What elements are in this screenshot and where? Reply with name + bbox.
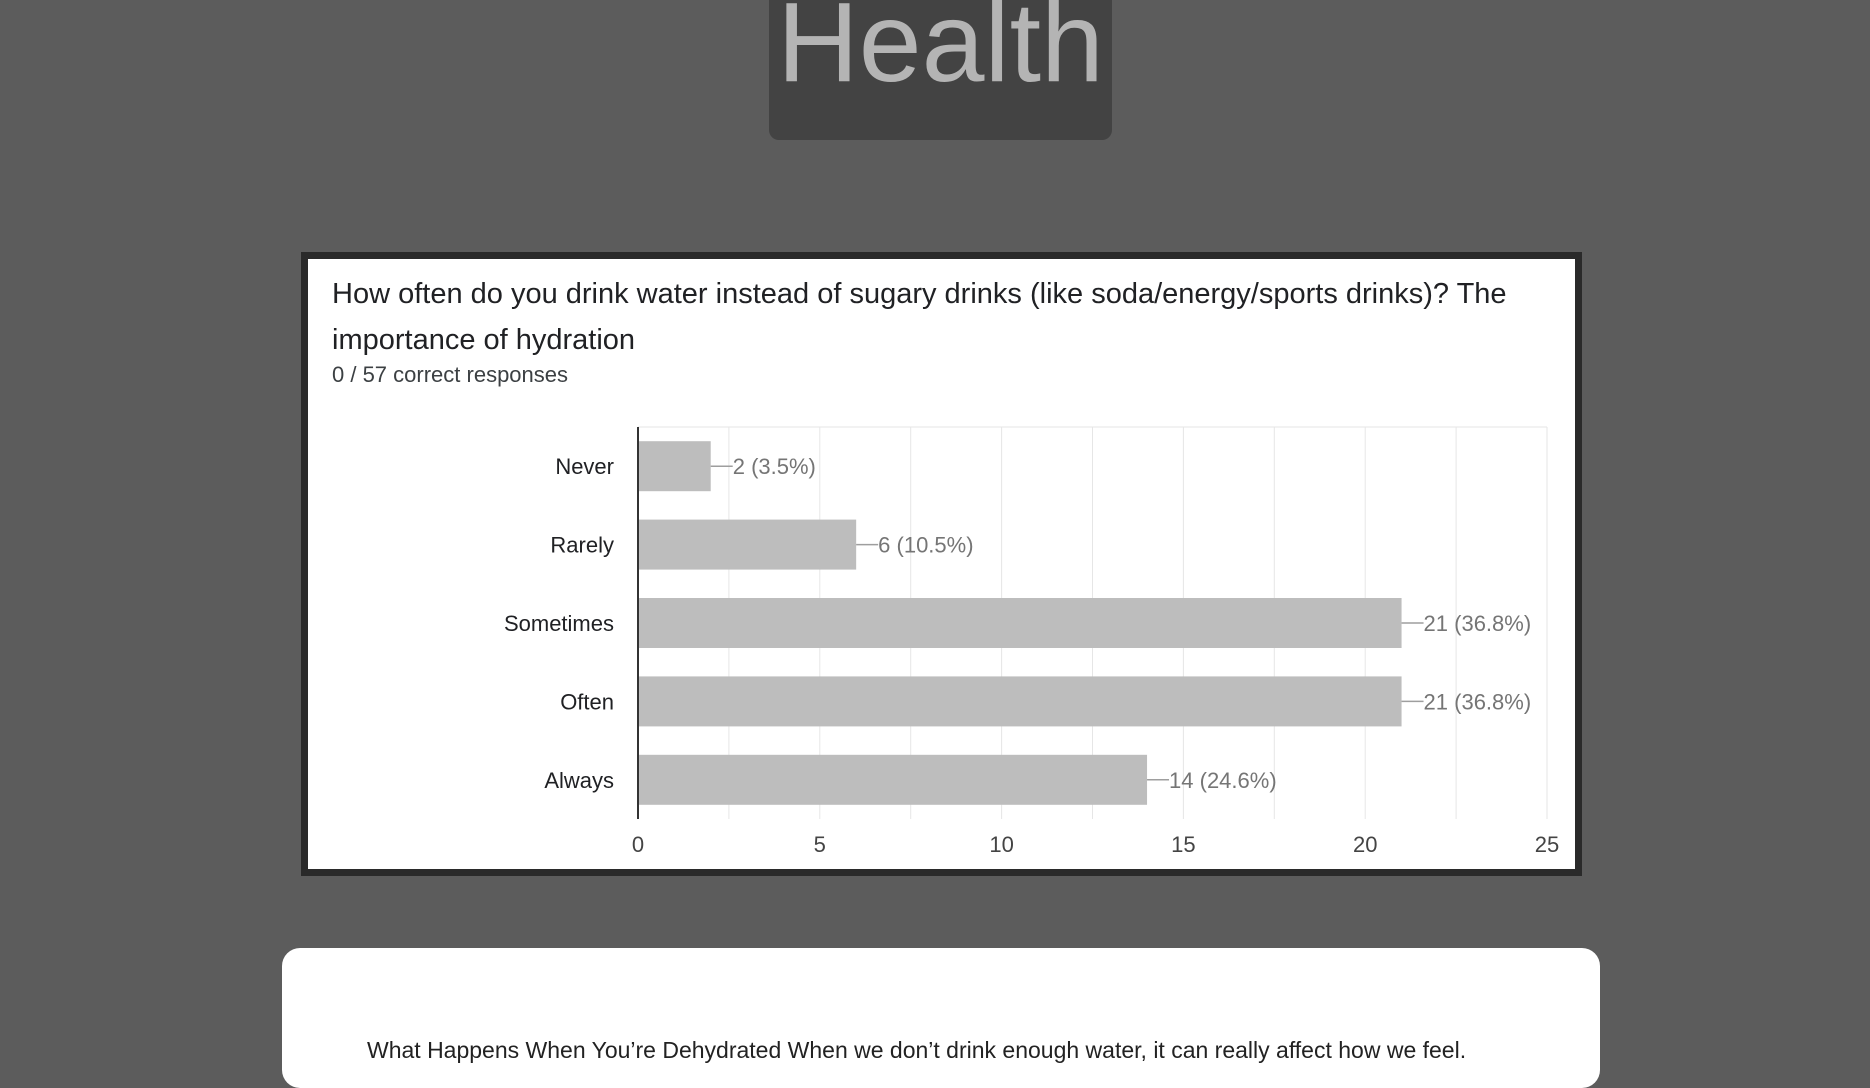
category-label: Never bbox=[555, 454, 614, 479]
chart-card: How often do you drink water instead of … bbox=[308, 259, 1575, 869]
category-label: Rarely bbox=[550, 533, 614, 558]
x-tick-label: 5 bbox=[814, 832, 826, 857]
bar bbox=[638, 598, 1402, 648]
bar bbox=[638, 754, 1148, 805]
data-label: 2 (3.5%) bbox=[733, 454, 816, 479]
x-tick-label: 25 bbox=[1535, 832, 1559, 857]
question-title: How often do you drink water instead of … bbox=[332, 278, 1507, 356]
category-label: Sometimes bbox=[504, 611, 614, 636]
bar bbox=[638, 676, 1402, 727]
article-text: What Happens When You’re Dehydrated When… bbox=[367, 1037, 1467, 1063]
data-label: 14 (24.6%) bbox=[1169, 768, 1277, 793]
x-tick-label: 0 bbox=[632, 832, 644, 857]
data-label: 21 (36.8%) bbox=[1424, 611, 1532, 636]
data-label: 21 (36.8%) bbox=[1424, 689, 1532, 714]
bar-chart: 2 (3.5%) Never 6 (10.5%) Rarely 21 (36.8%) So… bbox=[504, 426, 1559, 857]
page-title: Health bbox=[777, 0, 1104, 105]
correct-responses-count: 0 / 57 correct responses bbox=[332, 362, 569, 387]
page-title-box: Health bbox=[769, 0, 1112, 140]
x-tick-label: 15 bbox=[1171, 832, 1195, 857]
category-label: Often bbox=[560, 689, 614, 714]
article-card: What Happens When You’re Dehydrated When… bbox=[282, 948, 1600, 1088]
data-label: 6 (10.5%) bbox=[878, 533, 973, 558]
category-label: Always bbox=[544, 768, 614, 793]
x-tick-label: 10 bbox=[989, 832, 1013, 857]
bar bbox=[638, 441, 711, 492]
bar bbox=[638, 519, 857, 570]
x-tick-label: 20 bbox=[1353, 832, 1377, 857]
